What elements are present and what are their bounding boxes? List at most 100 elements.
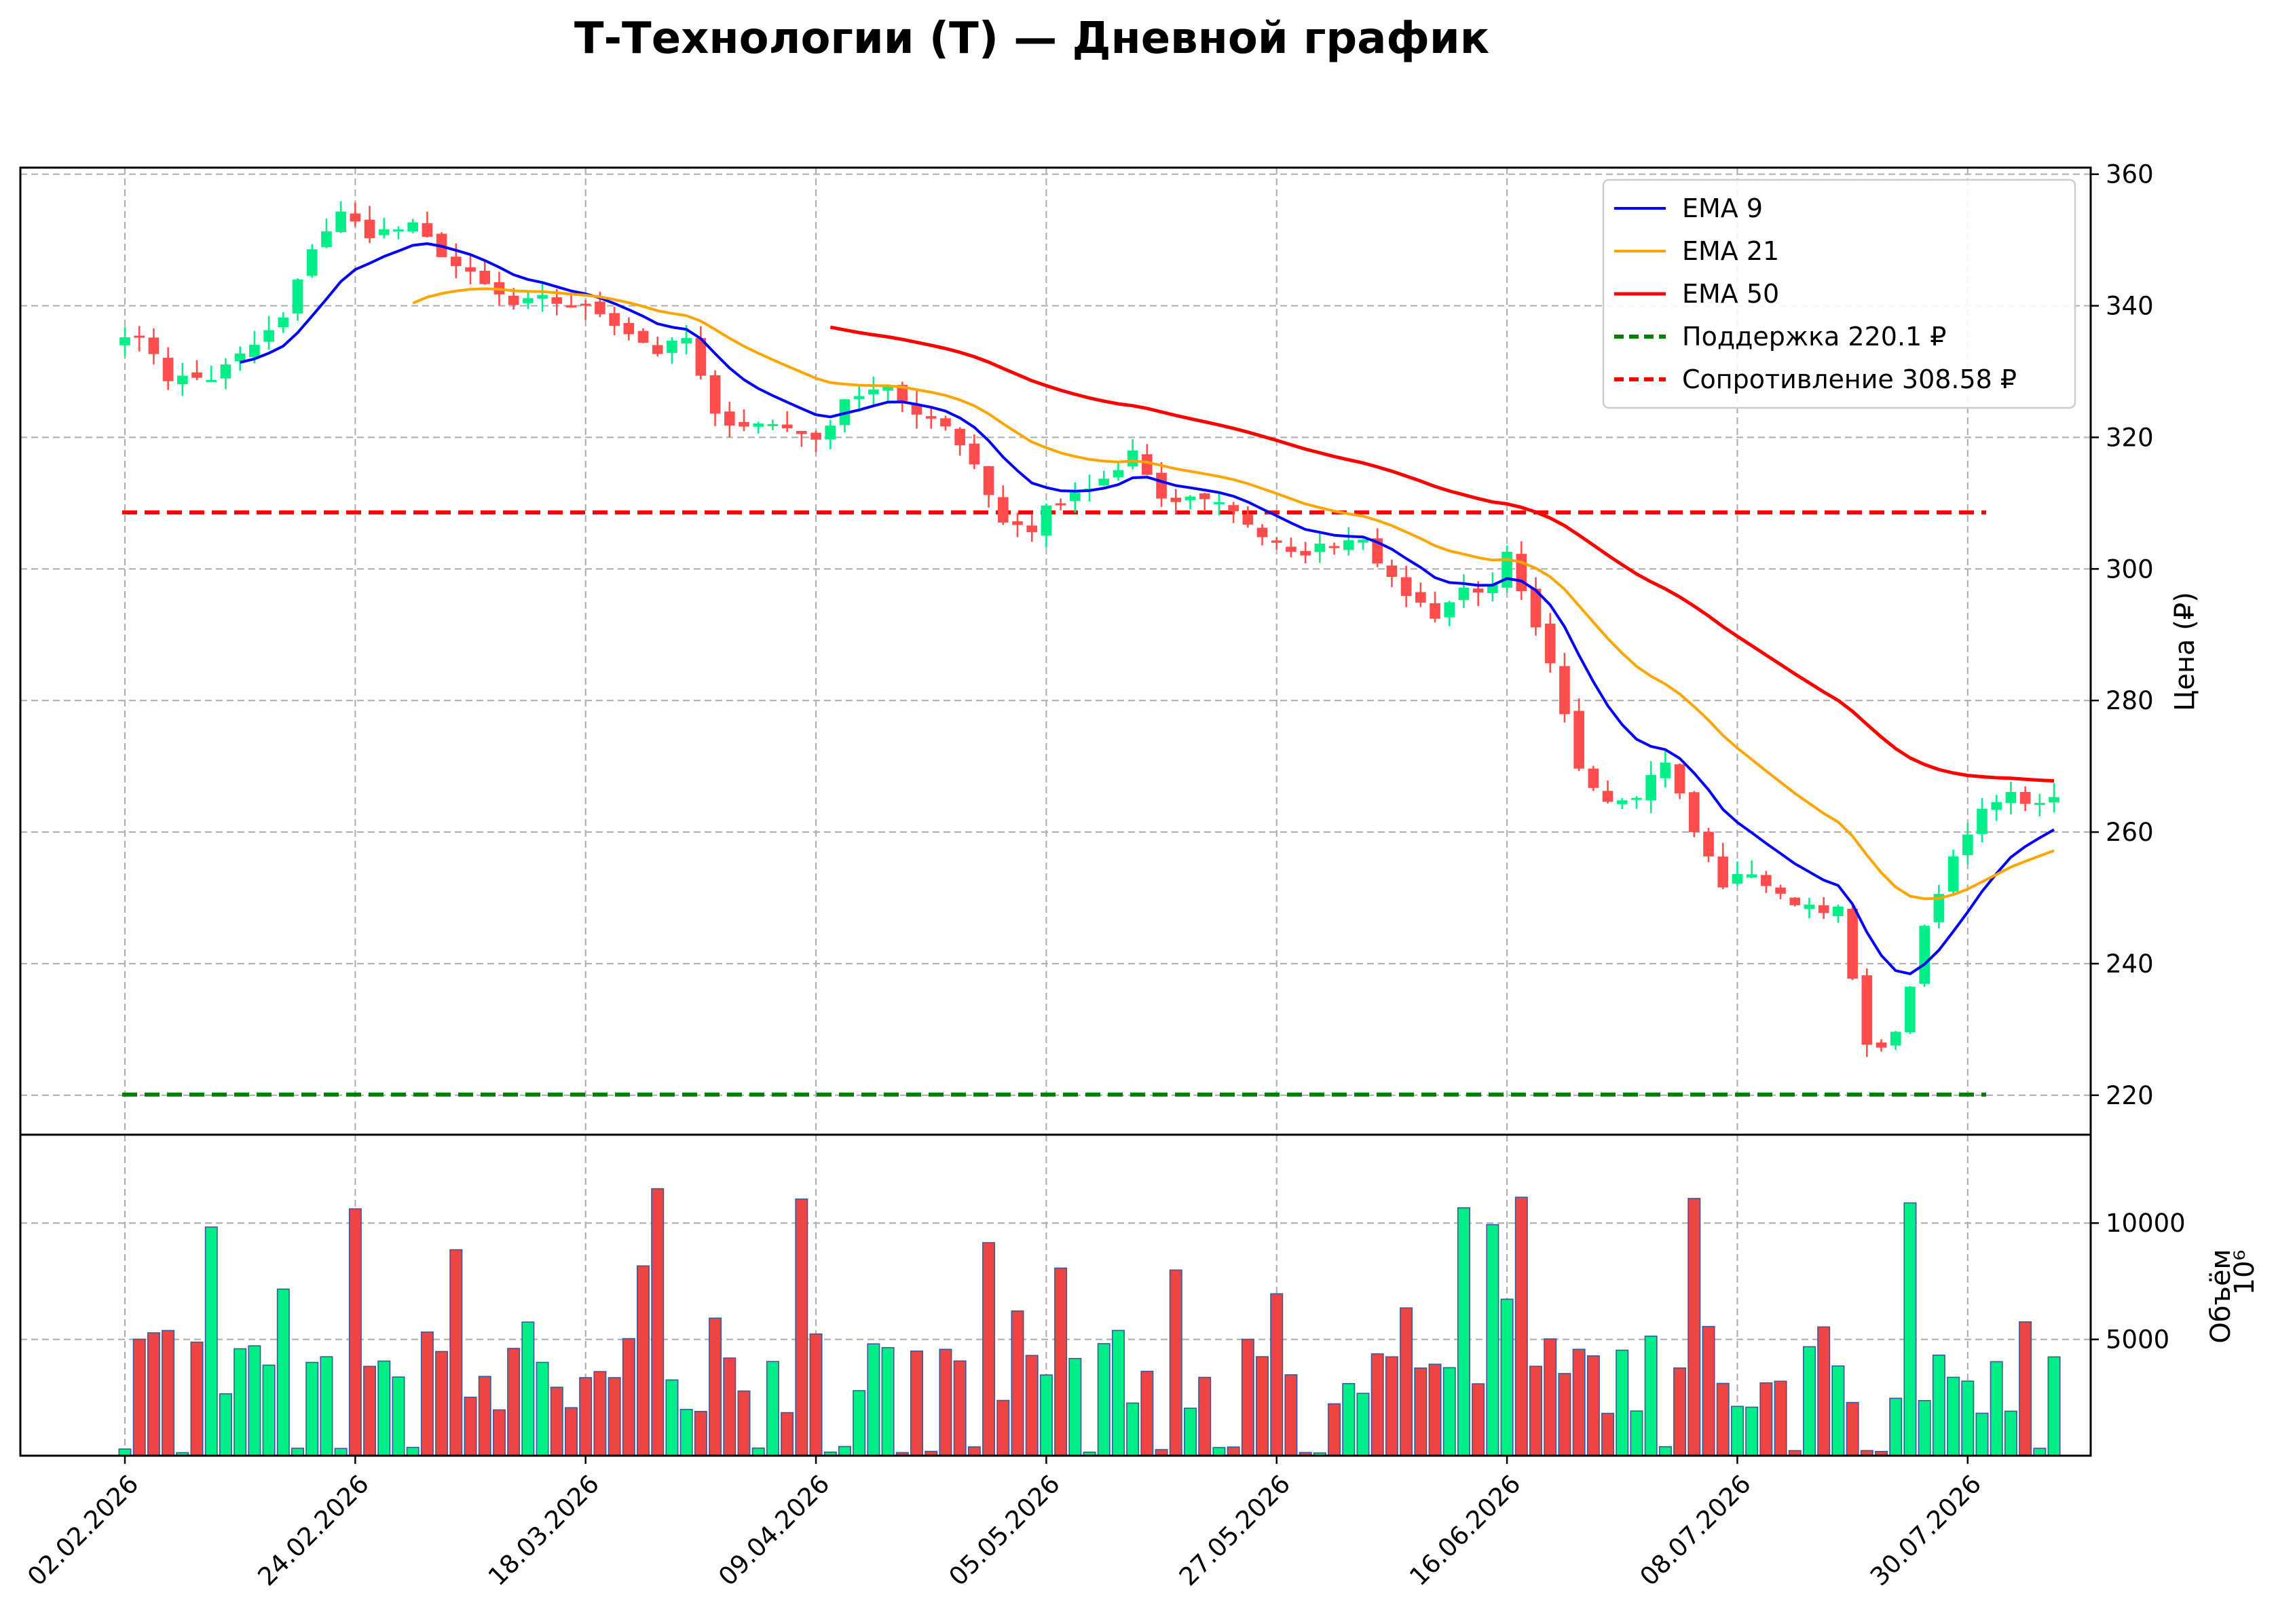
candle-body: [695, 338, 707, 376]
volume-bar: [1529, 1365, 1543, 1456]
candle-body: [796, 431, 807, 434]
volume-bar: [348, 1208, 362, 1456]
volume-bar: [1140, 1370, 1154, 1456]
candlesticks: [119, 201, 2059, 1057]
candle: [1084, 474, 1095, 502]
candle-body: [422, 223, 433, 237]
candle: [378, 218, 390, 238]
volume-bar: [1774, 1380, 1787, 1456]
candle: [1358, 539, 1368, 550]
volume-bar: [1169, 1269, 1182, 1456]
volume-bar: [1097, 1343, 1111, 1456]
volume-bar: [435, 1351, 449, 1456]
candle-body: [1573, 711, 1584, 769]
candle: [1430, 591, 1440, 623]
candle: [206, 365, 217, 382]
candle-body: [637, 331, 649, 343]
candle: [1530, 577, 1542, 636]
candle: [1631, 795, 1642, 809]
candle: [1400, 565, 1412, 607]
candle-body: [882, 387, 893, 391]
volume-bar: [723, 1357, 736, 1456]
candle-body: [709, 375, 721, 414]
price-tick-label: 320: [2106, 423, 2154, 452]
candle: [1386, 559, 1398, 588]
candle-body: [739, 421, 749, 427]
candle-body: [1472, 588, 1484, 593]
candle-body: [1616, 800, 1628, 804]
volume-bar: [593, 1371, 607, 1456]
candle: [1199, 493, 1210, 512]
candle: [1861, 968, 1873, 1057]
candle: [1717, 843, 1729, 890]
volume-bar: [1126, 1402, 1140, 1456]
candle-body: [1559, 666, 1570, 715]
candle: [623, 317, 635, 341]
volume-axis-ticks: 5000 10000: [2091, 1209, 2186, 1355]
candle-body: [306, 249, 318, 276]
volume-bar: [1586, 1355, 1600, 1456]
volume-bar: [1630, 1410, 1643, 1456]
candle: [1184, 495, 1196, 510]
legend-entry-label: EMA 9: [1682, 193, 1763, 223]
volume-axis-label: Объём: [2205, 1249, 2237, 1343]
candle: [1501, 545, 1512, 592]
volume-bar: [1414, 1367, 1428, 1456]
candle-body: [2005, 791, 2017, 804]
candle: [1256, 524, 1268, 546]
volume-bar: [1817, 1326, 1831, 1456]
volume-bar: [781, 1412, 794, 1456]
candle-body: [1631, 797, 1642, 800]
candle: [1645, 761, 1657, 814]
candle-body: [206, 379, 217, 382]
candle: [868, 376, 879, 407]
candle-body: [623, 322, 635, 335]
candle: [1142, 444, 1153, 476]
candle: [537, 282, 548, 312]
price-tick-label: 360: [2106, 160, 2154, 189]
candle: [1487, 572, 1498, 602]
volume-bar: [1241, 1338, 1254, 1456]
candle: [1544, 613, 1556, 673]
candle-body: [1890, 1032, 1901, 1046]
volume-bar: [637, 1265, 650, 1456]
candle: [1041, 504, 1052, 548]
volume-bar: [881, 1346, 895, 1456]
price-tick-label: 240: [2106, 949, 2154, 979]
candle: [1328, 542, 1340, 555]
candle: [523, 291, 534, 309]
volume-bar: [204, 1226, 218, 1456]
candle-body: [465, 267, 476, 272]
volume-bar: [795, 1198, 808, 1456]
candle-body: [1804, 904, 1815, 909]
candle-body: [1400, 577, 1412, 597]
volume-bar: [1903, 1202, 1917, 1456]
candle: [1214, 493, 1225, 516]
candle-body: [1933, 894, 1945, 922]
volume-bar: [1702, 1325, 1715, 1456]
volume-bar: [564, 1407, 578, 1456]
candle-body: [1199, 493, 1210, 499]
legend-entry-label: EMA 50: [1682, 279, 1779, 309]
legend-entry-label: Поддержка 220.1 ₽: [1682, 322, 1946, 352]
candle: [2034, 794, 2045, 817]
candle: [940, 415, 951, 431]
volume-bar: [1745, 1406, 1759, 1456]
candle: [969, 434, 980, 470]
candle: [767, 419, 779, 431]
volume-bar: [1054, 1267, 1068, 1456]
candle-body: [940, 418, 951, 427]
candle: [1602, 780, 1613, 804]
volume-bar: [406, 1446, 419, 1456]
candle: [1012, 512, 1023, 537]
candle-body: [997, 497, 1009, 523]
candle-body: [1300, 550, 1311, 556]
candle: [1775, 884, 1786, 899]
volume-bar: [1716, 1382, 1730, 1456]
candle-body: [724, 411, 735, 426]
candle-body: [119, 337, 130, 345]
candle-body: [983, 466, 994, 495]
candle-body: [1746, 874, 1757, 877]
volume-bar: [967, 1446, 981, 1456]
ema-line-21: [412, 287, 2055, 901]
